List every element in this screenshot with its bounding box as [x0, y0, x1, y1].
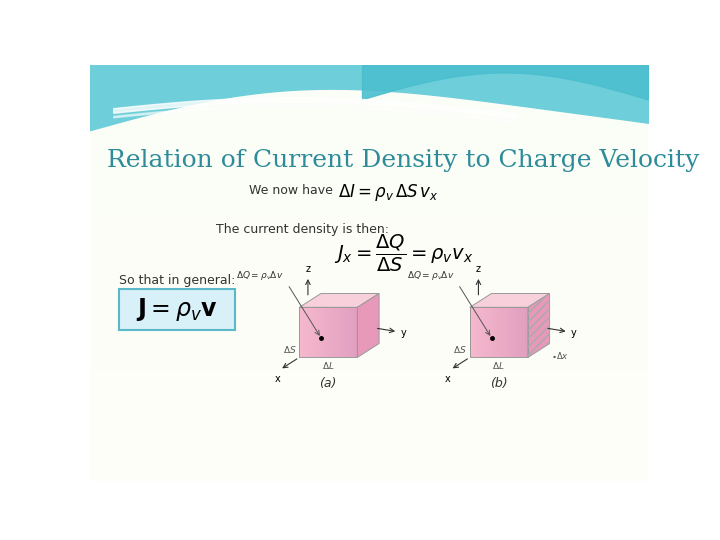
Text: y: y — [571, 328, 577, 338]
Bar — [522, 307, 525, 357]
Text: $\Delta Q = \rho_v \Delta v$: $\Delta Q = \rho_v \Delta v$ — [236, 269, 284, 282]
Text: x: x — [445, 374, 451, 384]
Bar — [482, 307, 485, 357]
Bar — [485, 307, 487, 357]
Bar — [502, 307, 505, 357]
Polygon shape — [300, 294, 379, 307]
Text: We now have: We now have — [249, 184, 333, 197]
Bar — [343, 307, 346, 357]
Bar — [469, 307, 472, 357]
Bar — [510, 307, 513, 357]
Bar — [308, 307, 311, 357]
Bar — [340, 307, 343, 357]
Text: So that in general:: So that in general: — [120, 274, 236, 287]
Bar — [348, 307, 351, 357]
Bar — [302, 307, 305, 357]
Bar — [325, 307, 328, 357]
Bar — [487, 307, 490, 357]
Text: $\Delta S$: $\Delta S$ — [453, 345, 467, 355]
Bar — [323, 307, 325, 357]
Bar — [493, 307, 496, 357]
Text: (a): (a) — [319, 377, 337, 390]
Polygon shape — [528, 294, 549, 357]
Polygon shape — [469, 294, 549, 307]
Text: $\mathbf{J} = \rho_v \mathbf{v}$: $\mathbf{J} = \rho_v \mathbf{v}$ — [136, 296, 217, 323]
Bar — [334, 307, 337, 357]
Bar — [499, 307, 502, 357]
Text: Relation of Current Density to Charge Velocity: Relation of Current Density to Charge Ve… — [107, 150, 699, 172]
Bar — [472, 307, 476, 357]
Bar — [516, 307, 519, 357]
Text: x: x — [274, 374, 280, 384]
Text: z: z — [476, 264, 481, 274]
Bar — [496, 307, 499, 357]
Text: (b): (b) — [490, 377, 507, 390]
Text: z: z — [305, 264, 310, 274]
Bar — [305, 307, 308, 357]
Bar — [519, 307, 522, 357]
Bar — [314, 307, 317, 357]
Text: $\Delta Q = \rho_v \Delta v$: $\Delta Q = \rho_v \Delta v$ — [407, 269, 454, 282]
Bar — [354, 307, 357, 357]
Bar — [320, 307, 323, 357]
Text: $\Delta I = \rho_v \, \Delta S \, v_x$: $\Delta I = \rho_v \, \Delta S \, v_x$ — [338, 182, 438, 203]
Text: $\bullet \Delta x$: $\bullet \Delta x$ — [551, 350, 569, 361]
Bar — [300, 307, 302, 357]
Text: $\Delta S$: $\Delta S$ — [282, 345, 296, 355]
Bar — [513, 307, 516, 357]
Bar — [331, 307, 334, 357]
Text: $\Delta L$: $\Delta L$ — [492, 360, 505, 370]
Text: $\Delta L$: $\Delta L$ — [322, 360, 335, 370]
Bar — [328, 307, 331, 357]
Bar — [476, 307, 479, 357]
Bar — [479, 307, 482, 357]
Bar — [346, 307, 348, 357]
Bar — [311, 307, 314, 357]
Text: y: y — [400, 328, 406, 338]
Polygon shape — [357, 294, 379, 357]
Bar — [351, 307, 354, 357]
Bar — [337, 307, 340, 357]
Bar — [525, 307, 528, 357]
Text: $J_x = \dfrac{\Delta Q}{\Delta S} = \rho_v v_x$: $J_x = \dfrac{\Delta Q}{\Delta S} = \rho… — [334, 233, 474, 274]
FancyBboxPatch shape — [119, 289, 235, 330]
Text: The current density is then:: The current density is then: — [216, 222, 390, 235]
Bar — [490, 307, 493, 357]
Bar — [508, 307, 510, 357]
Bar — [505, 307, 508, 357]
Bar — [317, 307, 320, 357]
